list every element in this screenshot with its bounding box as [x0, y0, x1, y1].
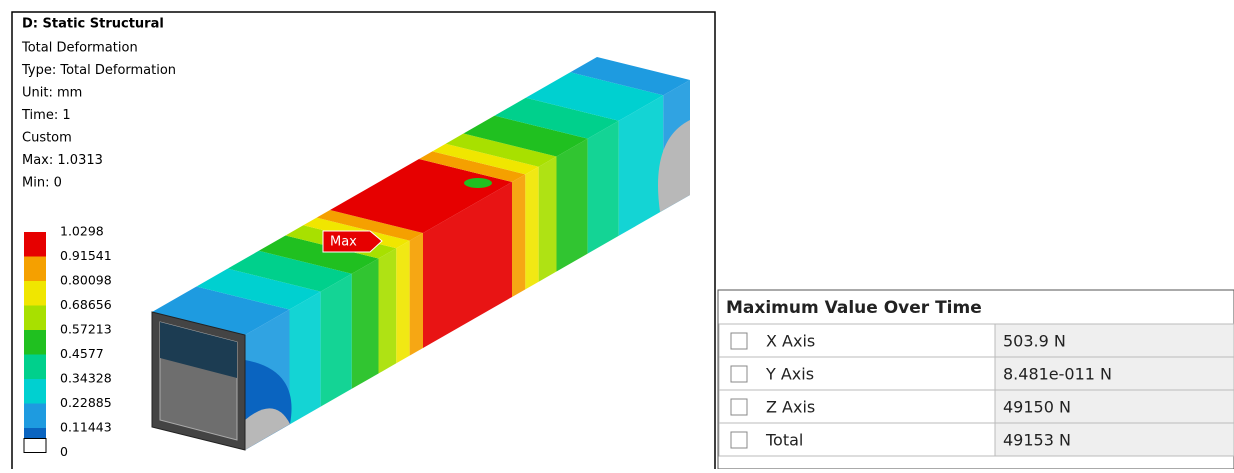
info-line: Type: Total Deformation	[21, 63, 176, 78]
side-band	[556, 138, 588, 272]
row-label-cell	[718, 356, 996, 391]
side-band	[378, 248, 397, 374]
legend-label: 0.11443	[60, 420, 112, 435]
side-band	[512, 174, 526, 297]
top-band	[196, 268, 321, 310]
legend-label: 0.34328	[60, 371, 112, 386]
beam-model	[151, 57, 690, 451]
checkbox[interactable]	[730, 398, 748, 416]
info-line: Time: 1	[21, 108, 71, 123]
probe-flag	[322, 230, 383, 253]
checkbox[interactable]	[730, 332, 748, 350]
top-band	[227, 250, 352, 292]
row-value: 503.9 N	[1003, 332, 1066, 351]
legend-label: 0.91541	[60, 248, 112, 263]
table-title: Maximum Value Over Time	[726, 298, 982, 318]
info-line: Min: 0	[22, 176, 62, 191]
side-band	[409, 233, 423, 356]
top-band	[432, 143, 539, 175]
legend-swatch	[24, 330, 46, 355]
legend-swatch	[23, 438, 47, 453]
top-band	[494, 97, 619, 139]
side-band	[396, 240, 410, 364]
info-line: Custom	[22, 131, 72, 146]
side-band	[587, 120, 619, 254]
row-label-cell	[718, 422, 996, 457]
legend-label: 0.68656	[60, 297, 112, 312]
info-line: Unit: mm	[22, 86, 82, 101]
legend-label: 0	[60, 444, 68, 459]
top-band	[463, 115, 588, 157]
checkbox[interactable]	[730, 431, 748, 449]
probe-label: Max	[330, 235, 357, 250]
legend-swatch	[24, 403, 46, 428]
legend-label: 0.4577	[60, 346, 104, 361]
top-band	[316, 210, 423, 241]
legend-label: 0.80098	[60, 273, 112, 288]
info-line: Max: 1.0313	[22, 153, 103, 168]
end-grey	[245, 408, 290, 450]
side-band	[289, 291, 321, 425]
side-band	[538, 156, 557, 282]
legend-swatch	[24, 256, 46, 281]
top-band	[525, 72, 664, 121]
row-label: X Axis	[766, 332, 815, 351]
row-value: 49153 N	[1003, 431, 1071, 450]
top-band	[570, 57, 690, 96]
end-zone	[658, 80, 690, 212]
top-band	[258, 235, 379, 274]
row-label: Y Axis	[765, 365, 814, 384]
top-band	[445, 133, 557, 167]
top-band	[152, 286, 290, 335]
row-label: Total	[765, 431, 803, 450]
legend-swatch	[24, 354, 46, 379]
result-table: Maximum Value Over Time X Axis 503.9 N Y A…	[717, 289, 1234, 470]
row-value-cell	[994, 356, 1234, 391]
row-label-cell	[718, 323, 996, 358]
legend-label: 1.0298	[60, 224, 104, 239]
front-inner-top	[160, 322, 237, 378]
legend-swatch	[24, 232, 46, 257]
row-label-cell	[718, 389, 996, 424]
side-band	[423, 182, 512, 348]
row-value-cell	[994, 323, 1234, 358]
row-value-cell	[994, 422, 1234, 457]
row-label: Z Axis	[766, 398, 815, 417]
top-band	[419, 151, 526, 182]
top-band	[330, 159, 512, 233]
row-value: 8.481e-011 N	[1003, 365, 1112, 384]
info-line: Total Deformation	[21, 41, 138, 56]
side-band	[618, 95, 664, 236]
side-band	[351, 258, 379, 389]
legend-swatch	[24, 305, 46, 330]
probe: Max	[322, 230, 383, 253]
top-spot	[464, 178, 492, 188]
legend-label: 0.22885	[60, 395, 112, 410]
analysis-title: D: Static Structural	[22, 17, 164, 32]
side-band	[320, 273, 352, 407]
legend-swatch	[24, 379, 46, 404]
legend-label: 0.57213	[60, 322, 112, 337]
checkbox[interactable]	[730, 365, 748, 383]
side-band	[525, 166, 539, 290]
legend-swatch	[24, 281, 46, 306]
row-value: 49150 N	[1003, 398, 1071, 417]
